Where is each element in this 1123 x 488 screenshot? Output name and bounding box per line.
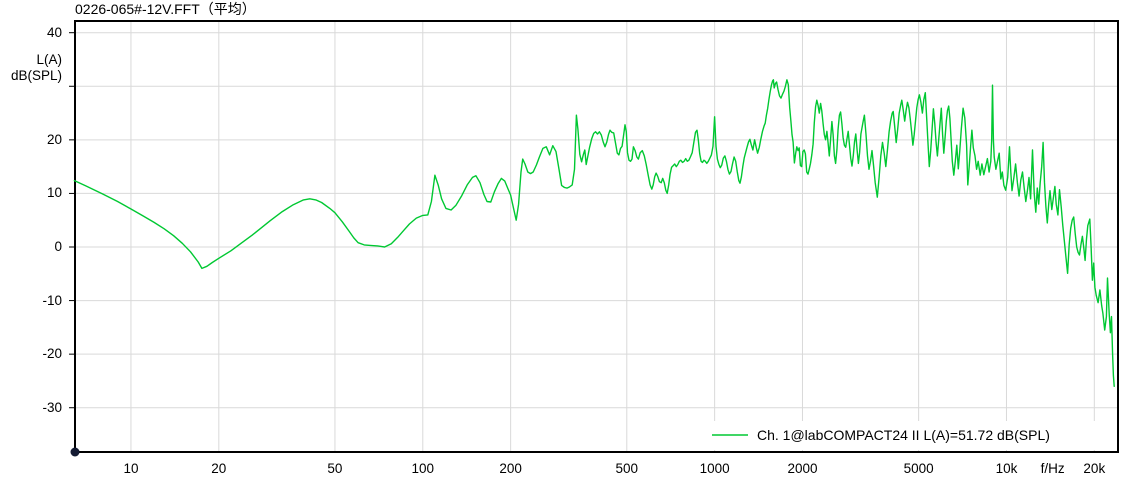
origin-marker-dot [70, 447, 80, 457]
x-tick-label: 20k [1083, 461, 1106, 476]
y-tick-label: -10 [42, 292, 62, 308]
x-tick-label: 20 [211, 461, 227, 476]
y-tick-label: 20 [46, 131, 62, 147]
x-tick-label: 2000 [787, 461, 818, 476]
y-tick-label: -30 [42, 399, 62, 415]
legend-background [696, 421, 1114, 450]
x-axis-unit-label: f/Hz [1040, 461, 1065, 476]
x-tick-label: 10 [123, 461, 139, 476]
legend-entry-label: Ch. 1@labCOMPACT24 II L(A)=51.72 dB(SPL) [757, 427, 1050, 443]
y-axis-unit-label: L(A) dB(SPL) [0, 52, 62, 84]
y-tick-label: 40 [46, 24, 62, 40]
chart-title: 0226-065#-12V.FFT（平均） [75, 1, 256, 17]
x-tick-label: 5000 [903, 461, 934, 476]
plot-frame [74, 20, 1119, 453]
x-tick-label: 200 [499, 461, 522, 476]
x-tick-label: 10k [995, 461, 1018, 476]
y-tick-label: 10 [46, 185, 62, 201]
fft-trace [73, 79, 1115, 387]
y-axis-unit-line2: dB(SPL) [10, 68, 62, 83]
y-tick-label: -20 [42, 346, 62, 362]
x-tick-label: 50 [327, 461, 343, 476]
y-axis-unit-line1: L(A) [36, 52, 62, 67]
x-tick-label: 500 [615, 461, 639, 476]
x-tick-label: 100 [411, 461, 435, 476]
x-tick-label: 1000 [699, 461, 730, 476]
y-tick-label: 0 [54, 239, 62, 254]
